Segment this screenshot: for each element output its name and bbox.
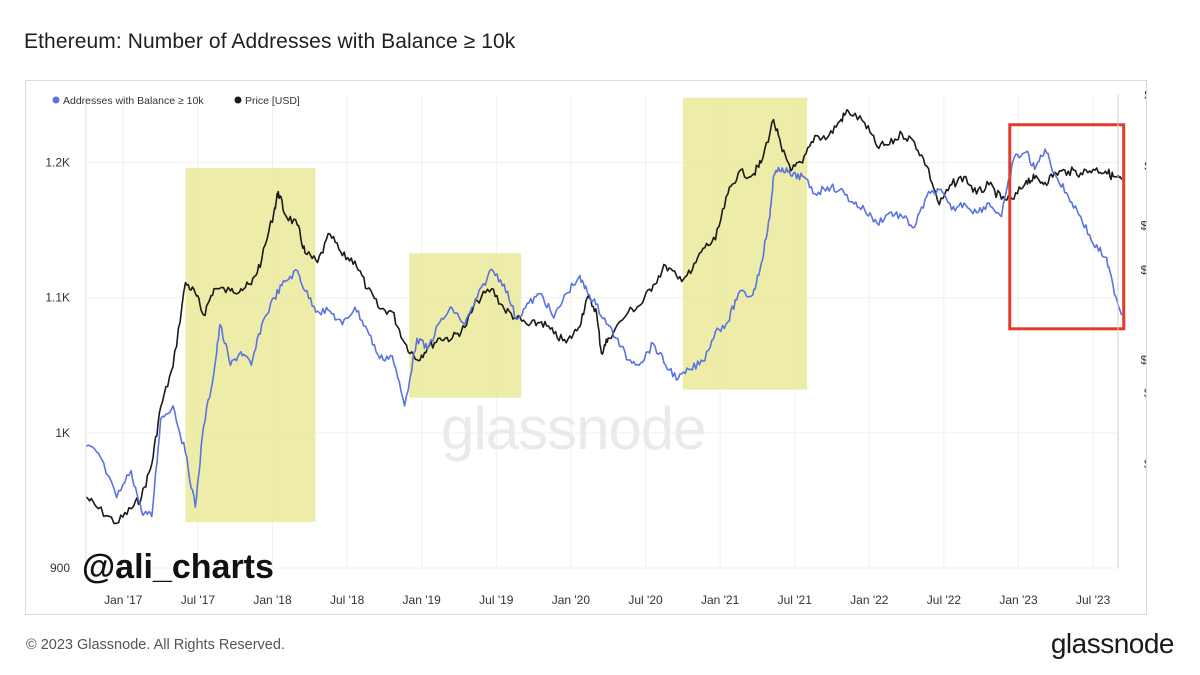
chart-container: glassnode 9001K1.1K1.2K$4$8$20$60$100$40…	[25, 80, 1147, 615]
x-tick-label: Jul '21	[778, 593, 813, 607]
series-line-addresses	[85, 148, 1123, 518]
page-title: Ethereum: Number of Addresses with Balan…	[24, 30, 516, 53]
y-right-tick-label: $800	[1141, 218, 1146, 232]
chart-svg: glassnode 9001K1.1K1.2K$4$8$20$60$100$40…	[45, 88, 1146, 607]
x-tick-label: Jan '17	[104, 593, 143, 607]
grid-layer	[86, 95, 1118, 569]
y-right-tick-label: $60	[1144, 386, 1146, 400]
highlight-band	[409, 253, 522, 398]
axis-layer: 9001K1.1K1.2K$4$8$20$60$100$400$800$2k$6…	[45, 88, 1146, 607]
highlight-box-red	[1008, 123, 1126, 331]
x-tick-label: Jan '23	[999, 593, 1038, 607]
x-tick-label: Jul '23	[1076, 593, 1111, 607]
y-right-tick-label: $400	[1141, 263, 1146, 277]
x-tick-label: Jul '18	[330, 593, 365, 607]
legend[interactable]: Addresses with Balance ≥ 10k Price [USD]	[52, 95, 300, 107]
y-left-tick-label: 1.1K	[45, 291, 70, 305]
x-tick-label: Jan '19	[403, 593, 442, 607]
legend-marker	[52, 96, 60, 104]
y-left-tick-label: 1K	[55, 426, 70, 440]
highlight-band	[682, 97, 808, 390]
x-tick-label: Jan '22	[850, 593, 889, 607]
highlight-band	[185, 167, 316, 523]
x-tick-label: Jul '17	[181, 593, 216, 607]
y-left-tick-label: 1.2K	[45, 156, 70, 170]
x-tick-label: Jan '18	[253, 593, 292, 607]
legend-label: Addresses with Balance ≥ 10k	[63, 95, 204, 107]
y-left-tick-label: 900	[50, 561, 70, 575]
y-right-tick-label: $6k	[1144, 88, 1146, 102]
y-right-tick-label: $20	[1144, 457, 1146, 471]
glassnode-logo[interactable]: glassnode	[1050, 628, 1175, 659]
copyright-notice: © 2023 Glassnode. All Rights Reserved.	[26, 637, 285, 653]
y-right-tick-label: $2k	[1144, 159, 1146, 173]
legend-label: Price [USD]	[245, 95, 300, 107]
x-tick-label: Jul '20	[628, 593, 663, 607]
highlight-bands	[185, 97, 808, 523]
series-layer	[85, 109, 1123, 525]
author-handle: @ali_charts	[82, 548, 274, 586]
annotation-layer	[1008, 123, 1126, 331]
x-tick-label: Jan '20	[552, 593, 591, 607]
legend-marker	[234, 96, 242, 104]
watermark: glassnode	[441, 395, 706, 462]
series-line-price	[85, 109, 1123, 525]
x-tick-label: Jul '19	[479, 593, 514, 607]
x-tick-label: Jul '22	[927, 593, 962, 607]
x-tick-label: Jan '21	[701, 593, 740, 607]
y-right-tick-label: $100	[1141, 353, 1146, 367]
